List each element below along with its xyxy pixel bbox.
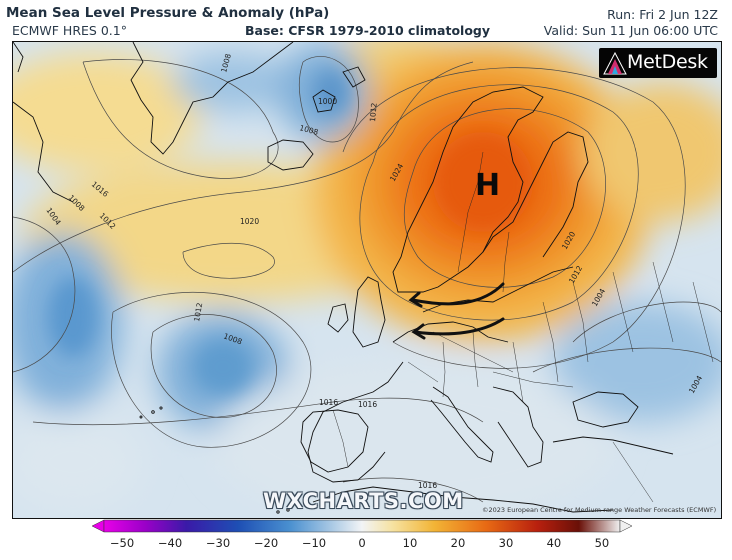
- coastlines: [13, 42, 674, 514]
- isobar-label: 1012: [192, 302, 204, 323]
- colorbar-tick-label: −40: [157, 536, 183, 550]
- isobar-label: 1000: [318, 97, 337, 106]
- colorbar-tick-label: −50: [109, 536, 135, 550]
- model-name: ECMWF HRES 0.1°: [12, 23, 127, 38]
- colorbar-tick-label: −10: [301, 536, 327, 550]
- isobar-label: 1016: [418, 481, 437, 490]
- borders: [332, 151, 714, 503]
- colorbar-min-arrow: [92, 519, 105, 533]
- flow-arrows: [408, 282, 505, 340]
- pressure-anomaly-map: 1008 1000 1008 1012 1016 1008 1012 1004 …: [12, 41, 722, 519]
- colorbar-tick-label: 30: [498, 536, 514, 550]
- colorbar-tick-label: 40: [546, 536, 562, 550]
- run-time: Run: Fri 2 Jun 12Z: [607, 7, 718, 22]
- colorbar-tick-label: 50: [594, 536, 610, 550]
- colorbar-max-arrow: [619, 519, 632, 533]
- isobar-label: 1016: [358, 400, 377, 409]
- colorbar-tick-label: 0: [358, 536, 366, 550]
- isobar-label: 1012: [368, 102, 379, 122]
- isobar-label: 1016: [319, 398, 338, 407]
- colorbar-tick-label: −20: [253, 536, 279, 550]
- colorbar-gradient: [103, 519, 621, 533]
- colorbar-tick-label: 20: [450, 536, 466, 550]
- colorbar: [92, 519, 632, 533]
- anomaly-field: [13, 42, 721, 518]
- metdesk-logo: MetDesk: [599, 48, 717, 78]
- copyright-notice: ©2023 European Centre for Medium-range W…: [482, 506, 717, 514]
- climatology-base: Base: CFSR 1979-2010 climatology: [245, 23, 491, 38]
- high-pressure-label: H: [475, 168, 500, 203]
- isobar-label: 1020: [240, 217, 259, 226]
- isobars: [13, 56, 721, 503]
- wxcharts-watermark: WXCHARTS.COM: [263, 489, 464, 513]
- valid-time: Valid: Sun 11 Jun 06:00 UTC: [543, 23, 718, 38]
- metdesk-logo-text: MetDesk: [627, 51, 708, 73]
- chart-title: Mean Sea Level Pressure & Anomaly (hPa): [6, 5, 330, 21]
- colorbar-tick-label: −30: [205, 536, 231, 550]
- colorbar-tick-label: 10: [402, 536, 418, 550]
- metdesk-logo-icon: [603, 51, 627, 75]
